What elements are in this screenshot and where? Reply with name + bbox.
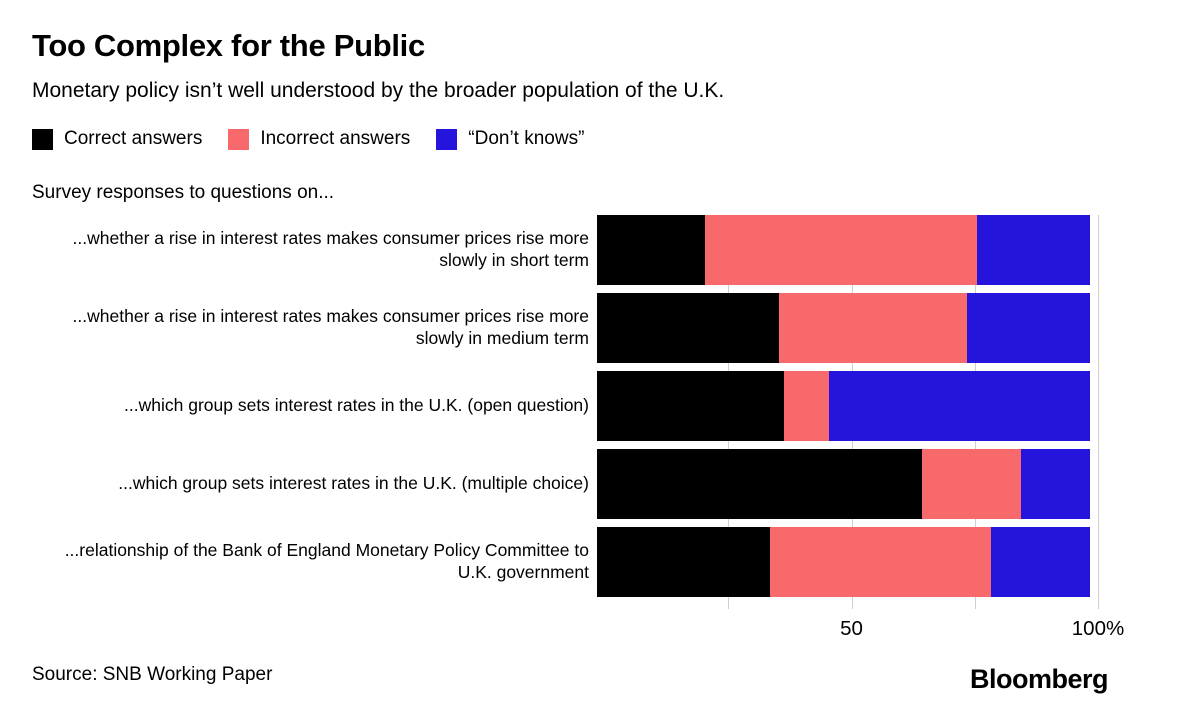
bar-track bbox=[597, 371, 1090, 441]
bar-label: ...relationship of the Bank of England M… bbox=[64, 540, 589, 582]
bar-segment bbox=[922, 449, 1021, 519]
bar-label: ...which group sets interest rates in th… bbox=[118, 473, 589, 494]
bar-segment bbox=[597, 527, 770, 597]
bar-segment bbox=[779, 293, 967, 363]
bar-segment bbox=[991, 527, 1090, 597]
chart-subtitle: Monetary policy isn’t well understood by… bbox=[32, 79, 725, 102]
bar-row: ...which group sets interest rates in th… bbox=[32, 371, 1098, 441]
bar-segment bbox=[597, 215, 706, 285]
legend: Correct answers Incorrect answers “Don’t k… bbox=[32, 128, 584, 150]
source-line: Source: SNB Working Paper bbox=[32, 664, 273, 685]
bar-track bbox=[597, 449, 1090, 519]
chart-title: Too Complex for the Public bbox=[32, 28, 425, 63]
bar-row: ...whether a rise in interest rates make… bbox=[32, 215, 1098, 285]
legend-label: Correct answers bbox=[64, 128, 203, 149]
x-axis: 50 100% bbox=[605, 617, 1124, 647]
legend-label: “Don’t knows” bbox=[468, 128, 585, 149]
bar-segment bbox=[976, 215, 1090, 285]
legend-item: “Don’t knows” bbox=[436, 128, 584, 150]
chart-note: Survey responses to questions on... bbox=[32, 182, 335, 203]
bar-segment bbox=[597, 293, 780, 363]
gridline bbox=[1098, 215, 1099, 609]
bar-segment bbox=[597, 371, 785, 441]
bar-label: ...whether a rise in interest rates make… bbox=[72, 306, 589, 348]
bar-segment bbox=[828, 371, 1090, 441]
stacked-bar-chart: ...whether a rise in interest rates make… bbox=[32, 215, 1124, 640]
legend-item: Incorrect answers bbox=[228, 128, 410, 150]
bar-segment bbox=[784, 371, 829, 441]
bar-track bbox=[597, 527, 1090, 597]
axis-tick-label: 50 bbox=[840, 617, 863, 640]
legend-swatch bbox=[32, 128, 53, 150]
bar-label: ...whether a rise in interest rates make… bbox=[72, 228, 589, 270]
bar-segment bbox=[705, 215, 977, 285]
axis-tick-label: 100% bbox=[1071, 617, 1125, 640]
bar-row: ...whether a rise in interest rates make… bbox=[32, 293, 1098, 363]
bar-row: ...relationship of the Bank of England M… bbox=[32, 527, 1098, 597]
bar-segment bbox=[769, 527, 992, 597]
bar-row: ...which group sets interest rates in th… bbox=[32, 449, 1098, 519]
bar-track bbox=[597, 293, 1090, 363]
legend-swatch bbox=[228, 128, 250, 150]
legend-label: Incorrect answers bbox=[260, 128, 411, 149]
bar-segment bbox=[1020, 449, 1090, 519]
bar-segment bbox=[597, 449, 923, 519]
legend-item: Correct answers bbox=[32, 128, 202, 150]
chart-rows: ...whether a rise in interest rates make… bbox=[32, 215, 1098, 597]
bar-segment bbox=[966, 293, 1090, 363]
legend-swatch bbox=[436, 128, 458, 150]
bar-label: ...which group sets interest rates in th… bbox=[124, 395, 589, 416]
bar-track bbox=[597, 215, 1090, 285]
bloomberg-logo: Bloomberg bbox=[969, 664, 1109, 694]
